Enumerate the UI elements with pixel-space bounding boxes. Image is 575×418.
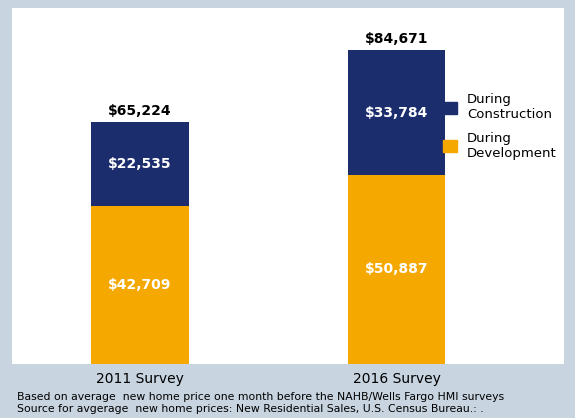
Text: $22,535: $22,535 xyxy=(108,157,172,171)
Bar xyxy=(91,206,189,364)
Text: $42,709: $42,709 xyxy=(108,278,171,292)
Text: $33,784: $33,784 xyxy=(365,106,428,120)
Legend: During
Construction, During
Development: During Construction, During Development xyxy=(443,93,557,160)
Text: Based on average  new home price one month before the NAHB/Wells Fargo HMI surve: Based on average new home price one mont… xyxy=(17,392,504,414)
Text: $50,887: $50,887 xyxy=(365,263,428,276)
Text: $65,224: $65,224 xyxy=(108,104,172,118)
Bar xyxy=(91,122,189,206)
Text: $84,671: $84,671 xyxy=(365,32,428,46)
Bar xyxy=(348,50,446,175)
Bar xyxy=(348,175,446,364)
